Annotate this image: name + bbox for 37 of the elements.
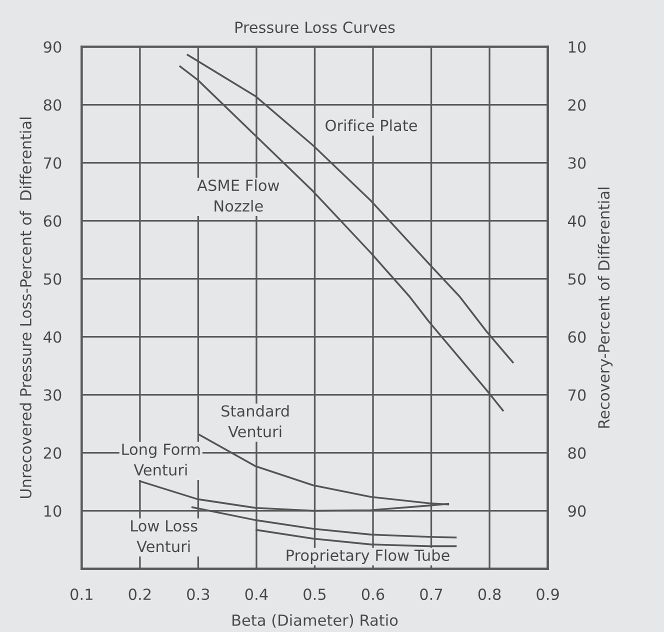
y-tick-label: 80 bbox=[44, 99, 62, 111]
x-tick-label: 0.2 bbox=[128, 588, 151, 600]
y-tick-label: 40 bbox=[44, 331, 62, 343]
y2-tick-label: 90 bbox=[568, 505, 586, 517]
y2-tick-label: 80 bbox=[568, 447, 586, 459]
x-tick-label: 0.4 bbox=[245, 588, 268, 600]
y-tick-label: 90 bbox=[44, 41, 62, 53]
y-axis-title: Unrecovered Pressure Loss-Percent of Differential bbox=[20, 118, 32, 498]
chart-title: Pressure Loss Curves bbox=[236, 22, 395, 34]
y2-tick-label: 50 bbox=[568, 273, 586, 285]
series-label: ASME Flow Nozzle bbox=[197, 179, 280, 212]
y-tick-label: 70 bbox=[44, 157, 62, 169]
x-tick-label: 0.5 bbox=[304, 588, 326, 600]
y-tick-label: 30 bbox=[44, 389, 62, 401]
x-tick-label: 0.3 bbox=[187, 588, 210, 600]
y-tick-label: 20 bbox=[44, 447, 62, 459]
y-tick-label: 50 bbox=[44, 273, 62, 285]
x-tick-label: 0.1 bbox=[70, 588, 92, 600]
y-tick-label: 10 bbox=[44, 505, 62, 517]
series-label: Orifice Plate bbox=[326, 119, 417, 132]
y2-tick-label: 30 bbox=[568, 157, 586, 169]
series-label: Long Form Venturi bbox=[122, 444, 200, 476]
y2-tick-label: 40 bbox=[568, 215, 586, 227]
series-label: Low Loss Venturi bbox=[131, 520, 198, 552]
x-tick-label: 0.8 bbox=[478, 588, 501, 600]
y2-tick-label: 20 bbox=[568, 99, 586, 111]
y2-tick-label: 60 bbox=[568, 331, 586, 343]
x-tick-label: 0.7 bbox=[420, 588, 442, 600]
series-label: Proprietary Flow Tube bbox=[286, 549, 450, 564]
y-tick-label: 60 bbox=[44, 215, 62, 227]
x-tick-label: 0.6 bbox=[362, 588, 384, 600]
y2-tick-label: 70 bbox=[568, 389, 586, 401]
x-axis-title: Beta (Diameter) Ratio bbox=[232, 614, 398, 628]
x-tick-label: 0.9 bbox=[536, 588, 559, 600]
y2-axis-title: Recovery-Percent of Differential bbox=[598, 188, 613, 428]
series-label: Standard Venturi bbox=[222, 404, 289, 438]
y2-tick-label: 10 bbox=[568, 41, 586, 53]
